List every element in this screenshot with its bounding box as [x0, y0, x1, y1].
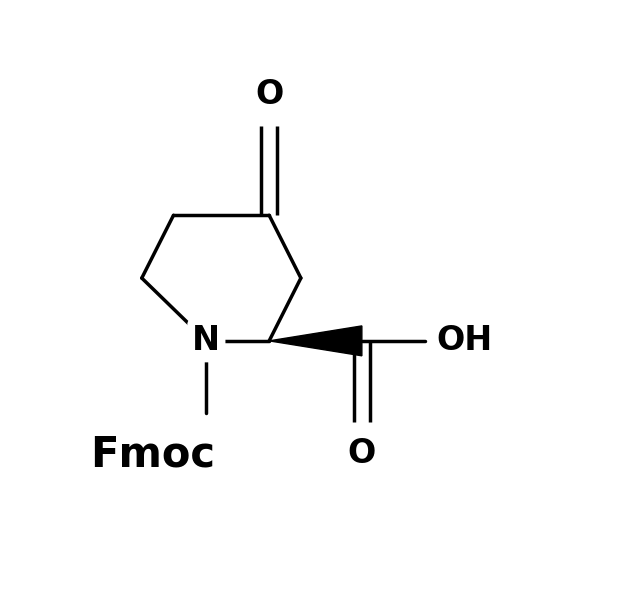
- Polygon shape: [269, 326, 362, 356]
- Text: N: N: [192, 324, 220, 358]
- Text: O: O: [255, 78, 284, 111]
- Text: Fmoc: Fmoc: [90, 434, 215, 475]
- Text: OH: OH: [436, 324, 493, 358]
- Text: O: O: [348, 437, 376, 469]
